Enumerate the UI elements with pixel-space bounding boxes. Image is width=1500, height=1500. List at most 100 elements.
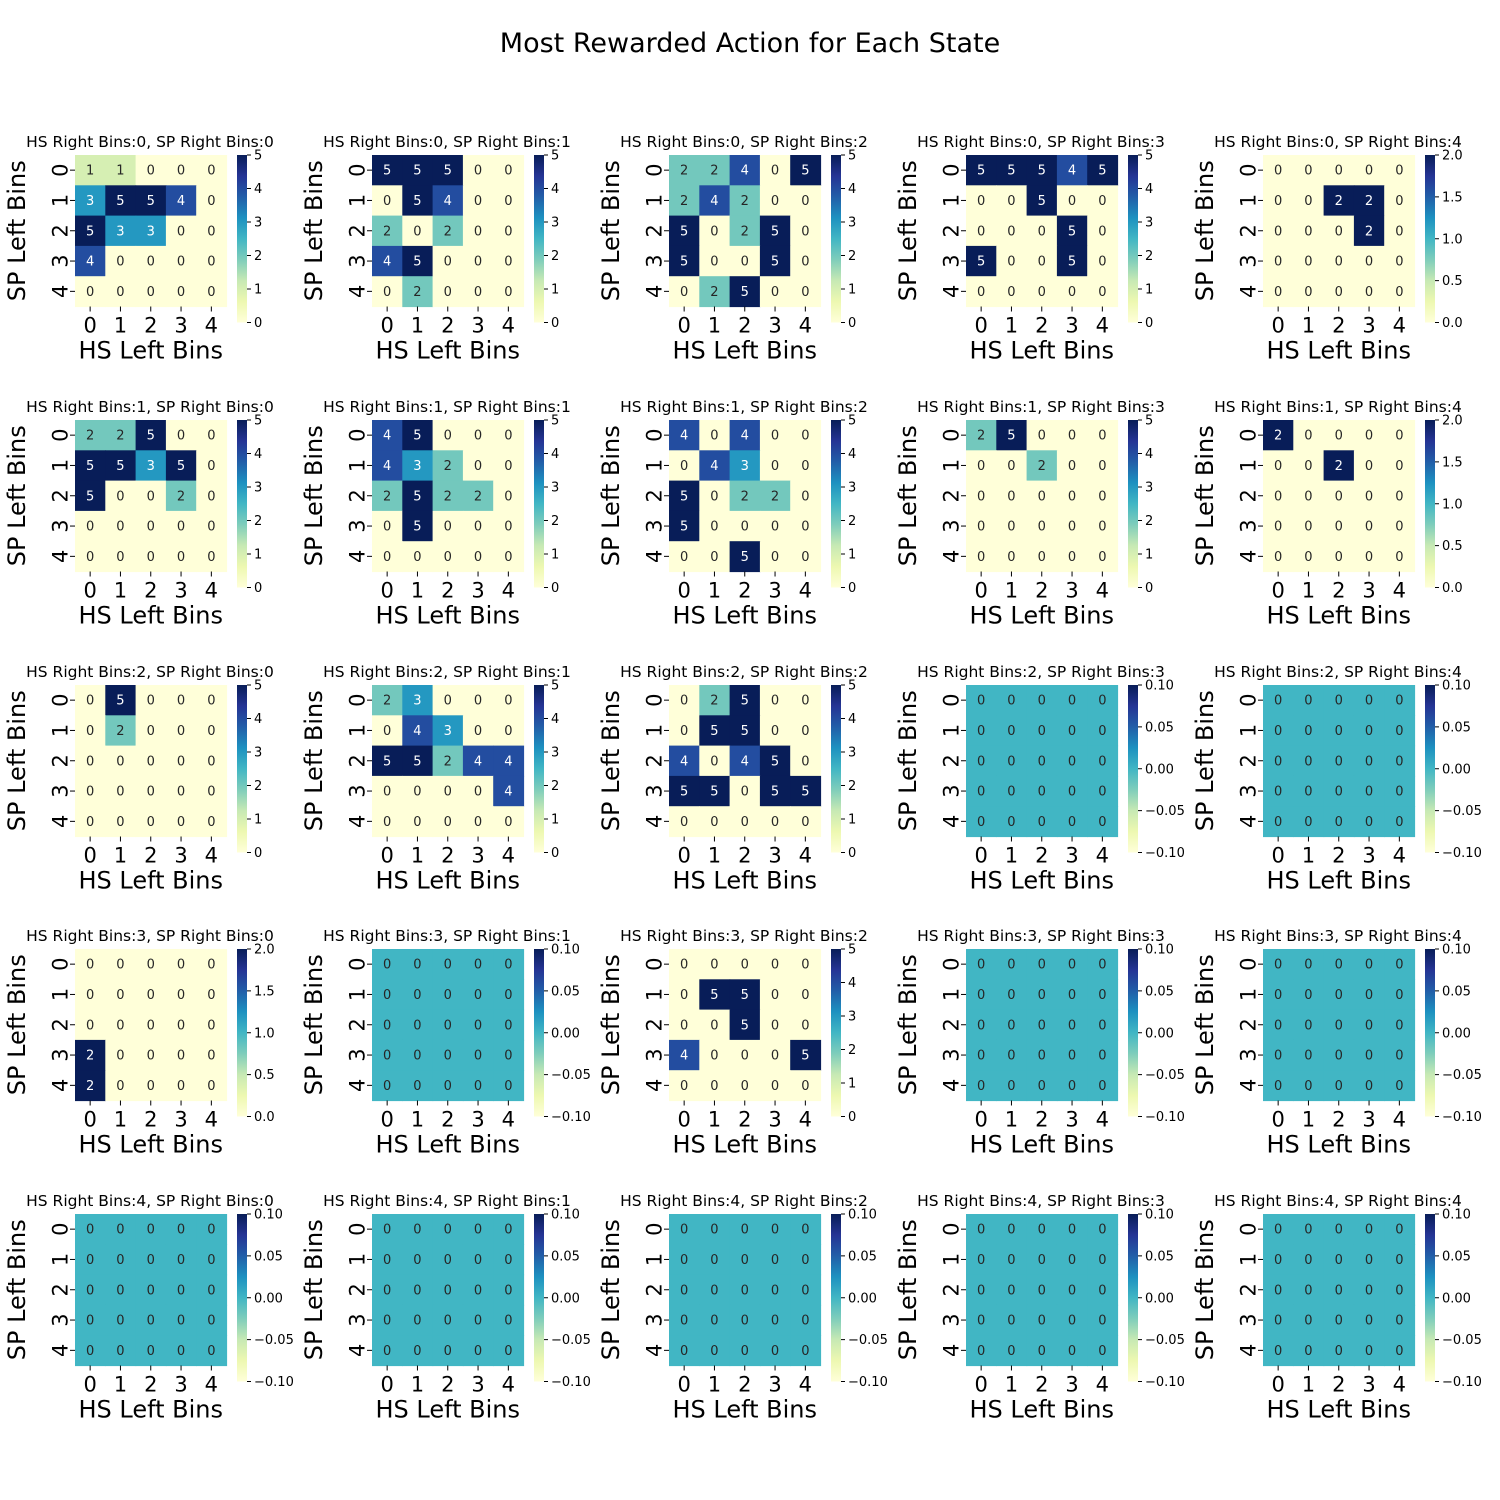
cell-label: 0: [1007, 988, 1015, 1003]
heatmap-cell: [432, 480, 464, 512]
heatmap-cell: [1353, 775, 1385, 807]
y-axis-label: SP Left Bins: [894, 690, 922, 831]
heatmap-cell: [1293, 1244, 1325, 1276]
cell-label: 0: [474, 694, 482, 709]
heatmap-cell: [1323, 1335, 1355, 1367]
heatmap-cell: [462, 420, 494, 451]
cell-label: 0: [444, 785, 452, 800]
cell-label: 0: [710, 1079, 718, 1094]
heatmap-cell: [1056, 1070, 1088, 1102]
cell-label: 0: [1038, 694, 1046, 709]
y-tick-label: 3: [345, 1313, 369, 1326]
cell-label: 0: [1304, 1018, 1312, 1033]
colorbar-tick-label: 0.00: [1145, 1026, 1174, 1041]
heatmap-cell: [135, 1039, 167, 1071]
x-tick-label: 3: [174, 844, 187, 868]
cell-label: 0: [1007, 694, 1015, 709]
heatmap-cell: [790, 215, 822, 247]
colorbar-tick-label: 0.10: [1442, 679, 1471, 694]
colorbar-tick-label: 3: [254, 746, 262, 761]
colorbar: [237, 1214, 247, 1382]
cell-label: 0: [1007, 1344, 1015, 1359]
cell-label: 0: [474, 1049, 482, 1064]
y-tick-label: 4: [939, 1079, 963, 1092]
cell-label: 0: [207, 1223, 215, 1238]
heatmap-cell: [105, 685, 137, 716]
heatmap-cell: [372, 1009, 403, 1041]
cell-label: 3: [444, 724, 452, 739]
heatmap-cell: [1087, 775, 1119, 807]
cell-label: 0: [1038, 1253, 1046, 1268]
cell-label: 3: [741, 459, 749, 474]
colorbar-tick-label: 3: [551, 746, 559, 761]
cell-label: 0: [413, 1314, 421, 1329]
heatmap-cell: [493, 1070, 525, 1102]
heatmap-cell: [1323, 510, 1355, 542]
colorbar-tick-label: 0: [551, 846, 559, 861]
panel-title: HS Right Bins:0, SP Right Bins:0: [26, 133, 274, 151]
heatmap-cell: [1026, 155, 1058, 186]
heatmap-cell: [1087, 1009, 1119, 1041]
cell-label: 0: [680, 1283, 688, 1298]
cell-label: 5: [1098, 164, 1106, 179]
cell-label: 0: [1365, 988, 1373, 1003]
cell-label: 3: [86, 194, 94, 209]
y-tick-label: 3: [48, 519, 72, 532]
heatmap-cell: [135, 185, 167, 217]
heatmap-cell: [372, 1214, 403, 1245]
heatmap-cell: [462, 715, 494, 747]
cell-label: 0: [147, 1253, 155, 1268]
x-tick-label: 4: [502, 1373, 515, 1397]
cell-label: 0: [177, 988, 185, 1003]
colorbar-tick-label: 4: [848, 976, 856, 991]
y-tick-label: 1: [642, 1253, 666, 1266]
heatmap-cell: [996, 215, 1028, 247]
heatmap-cell: [135, 155, 167, 186]
cell-label: 0: [1335, 754, 1343, 769]
heatmap-cell: [699, 1009, 731, 1041]
cell-label: 0: [1365, 164, 1373, 179]
heatmap-cell: [1323, 806, 1355, 838]
cell-label: 0: [1335, 255, 1343, 270]
x-tick-label: 2: [144, 1108, 157, 1132]
x-tick-label: 4: [205, 1373, 218, 1397]
cell-label: 0: [1038, 1018, 1046, 1033]
y-axis-label: SP Left Bins: [3, 425, 31, 566]
heatmap-cell: [669, 155, 700, 186]
heatmap-cell: [135, 450, 167, 482]
colorbar-tick-label: 0.05: [848, 1249, 877, 1264]
y-tick-label: 4: [48, 815, 72, 828]
panel-title: HS Right Bins:0, SP Right Bins:4: [1214, 133, 1462, 151]
heatmap-cell: [372, 745, 403, 777]
cell-label: 0: [1007, 958, 1015, 973]
panel-title: HS Right Bins:4, SP Right Bins:1: [323, 1192, 571, 1210]
heatmap-cell: [1293, 979, 1325, 1011]
heatmap-cell: [966, 775, 997, 807]
colorbar-tick-label: 2: [254, 779, 262, 794]
heatmap-cell: [1384, 1244, 1416, 1276]
colorbar: [237, 685, 247, 853]
cell-label: 0: [177, 285, 185, 300]
cell-label: 0: [1395, 1223, 1403, 1238]
heatmap-cell: [1384, 1009, 1416, 1041]
x-axis-label: HS Left Bins: [375, 602, 520, 630]
cell-label: 0: [383, 785, 391, 800]
cell-label: 0: [1274, 194, 1282, 209]
heatmap-panel-3-3: HS Right Bins:3, SP Right Bins:30 0 0 0 00 0 0…: [894, 927, 1185, 1159]
cell-label: 0: [710, 550, 718, 565]
cell-label: 0: [444, 1283, 452, 1298]
cell-label: 0: [710, 429, 718, 444]
colorbar-tick-label: −0.10: [1145, 1375, 1185, 1390]
x-tick-label: 4: [502, 579, 515, 603]
colorbar-tick-label: 4: [848, 712, 856, 727]
y-axis-label: SP Left Bins: [1191, 1219, 1219, 1360]
cell-label: 0: [1304, 459, 1312, 474]
heatmap-cell: [75, 185, 106, 217]
cell-label: 0: [1007, 459, 1015, 474]
heatmap-cell: [669, 806, 700, 838]
x-tick-label: 0: [974, 579, 987, 603]
cell-label: 0: [1098, 429, 1106, 444]
heatmap-cell: [1263, 541, 1294, 573]
heatmap-cell: [1263, 1009, 1294, 1041]
cell-label: 2: [1335, 459, 1343, 474]
